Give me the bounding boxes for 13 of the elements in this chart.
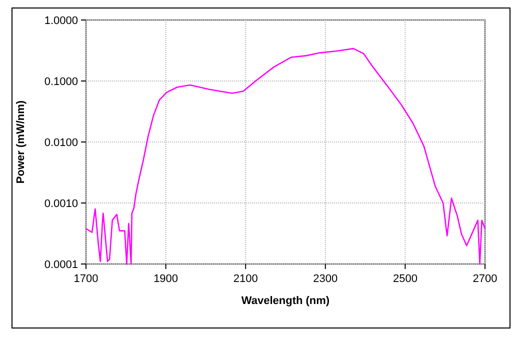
x-axis-title: Wavelength (nm): [241, 295, 330, 307]
y-tick-label: 0.1000: [44, 76, 78, 88]
x-tick-label: 1700: [74, 273, 98, 285]
x-tick-label: 2500: [392, 273, 418, 285]
y-tick-label: 0.0001: [44, 258, 78, 271]
x-tick-label: 2700: [472, 273, 498, 285]
x-tick-label: 2100: [233, 273, 258, 285]
y-tick-label: 0.0010: [44, 198, 78, 210]
y-tick-label: 1.0000: [44, 14, 78, 27]
x-tick-label: 2300: [313, 273, 338, 285]
y-axis-title: Power (mW/nm): [15, 100, 27, 184]
x-tick-label: 1900: [154, 273, 178, 285]
y-tick-label: 0.0100: [44, 136, 78, 149]
